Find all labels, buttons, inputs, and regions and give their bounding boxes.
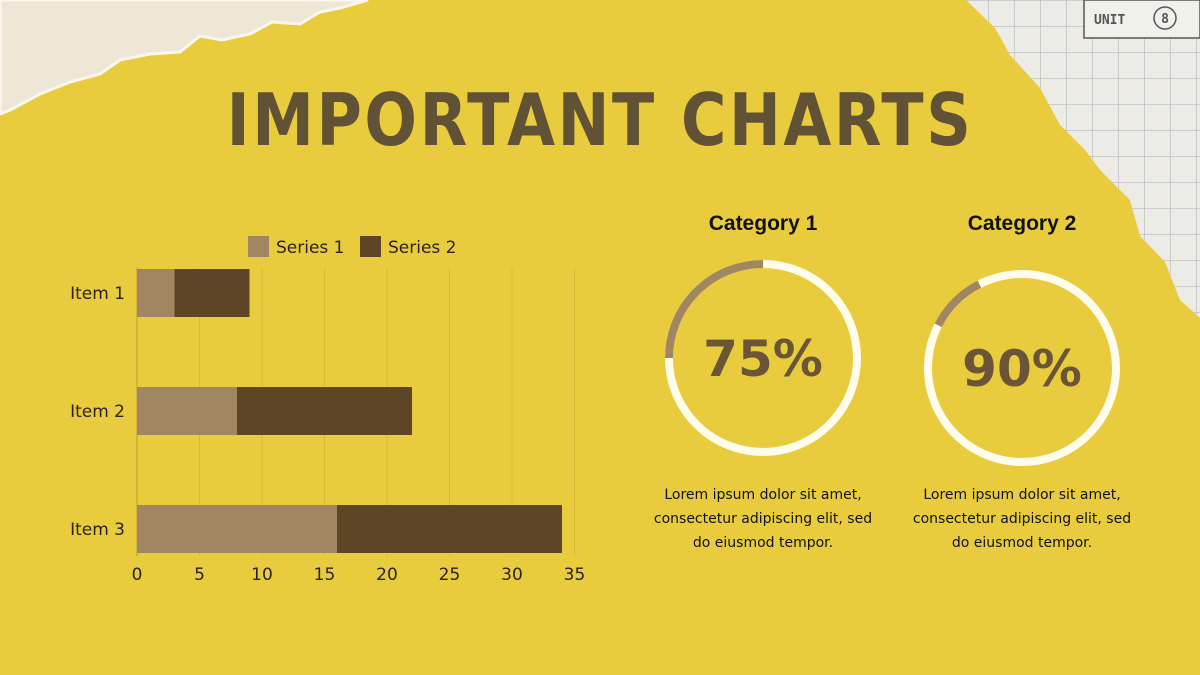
- legend-label-series-2: Series 2: [388, 238, 457, 258]
- category-1-description: Lorem ipsum dolor sit amet, consectetur …: [653, 487, 873, 551]
- category-2-description: Lorem ipsum dolor sit amet, consectetur …: [912, 487, 1132, 551]
- ring-track: [924, 270, 1120, 466]
- category-label: Item 2: [70, 402, 125, 422]
- stacked-bar-chart: 0 5 10 15 20 25 30 35 Series 1 Series 2 Item 1 Item…: [70, 236, 586, 585]
- legend-swatch-series-1: [248, 236, 269, 257]
- category-2-ring-chart: 90%: [924, 270, 1120, 466]
- x-tick-label: 20: [376, 565, 398, 585]
- torn-paper-top-left: [0, 0, 369, 116]
- x-tick-label: 35: [564, 565, 586, 585]
- ring-remainder-arc: [665, 260, 861, 456]
- x-tick-label: 10: [251, 565, 273, 585]
- x-tick-label: 0: [132, 565, 143, 585]
- legend-swatch-series-2: [360, 236, 381, 257]
- page-title: IMPORTANT CHARTS: [226, 78, 974, 162]
- unit-stamp: [1083, 0, 1200, 39]
- bar-series-1: [137, 269, 175, 317]
- category-label: Item 1: [70, 284, 125, 304]
- bar-series-2: [237, 387, 412, 435]
- category-1-ring-chart: 75%: [665, 260, 861, 456]
- category-1-title: Category 1: [708, 212, 818, 235]
- unit-number: 8: [1161, 12, 1169, 27]
- x-tick-label: 30: [501, 565, 523, 585]
- bar-series-1: [137, 387, 237, 435]
- x-tick-label: 15: [314, 565, 336, 585]
- category-label: Item 3: [70, 520, 125, 540]
- bar-series-1: [137, 505, 337, 553]
- percent-value-label: 90%: [962, 340, 1082, 398]
- percent-value-label: 75%: [703, 330, 823, 388]
- unit-label: UNIT: [1094, 13, 1125, 28]
- bar-series-2: [174, 269, 250, 317]
- bar-series-2: [337, 505, 562, 553]
- legend-label-series-1: Series 1: [276, 238, 345, 258]
- category-2-title: Category 2: [967, 212, 1077, 235]
- x-tick-label: 25: [439, 565, 461, 585]
- x-tick-label: 5: [194, 565, 205, 585]
